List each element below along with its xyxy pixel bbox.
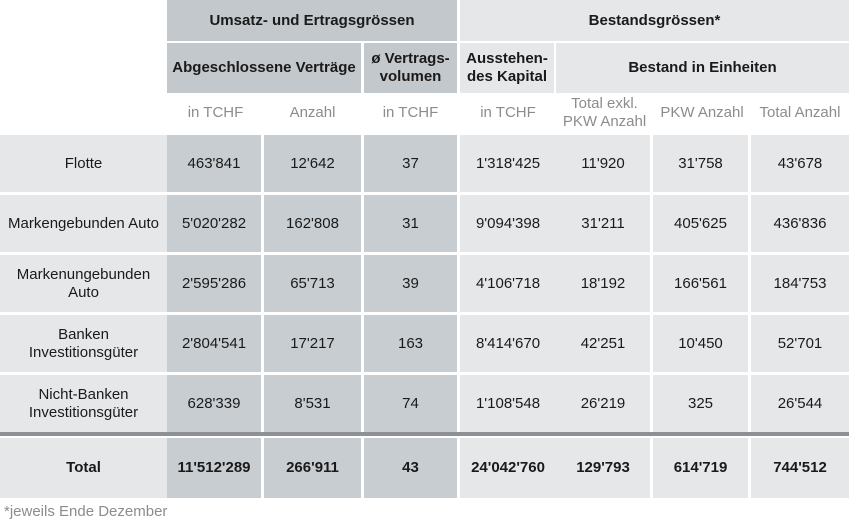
table-cell: 628'339: [167, 375, 264, 432]
row-label: Banken Investitionsgüter: [0, 315, 167, 372]
total-cell: 129'793: [556, 438, 653, 498]
table-cell: 2'804'541: [167, 315, 264, 372]
table-cell: 74: [364, 375, 457, 432]
table-cell: 37: [364, 135, 457, 192]
unit-label: in TCHF: [480, 104, 536, 121]
row-label: Nicht-Banken Investitionsgüter: [0, 375, 167, 432]
table-cell: 26'219: [556, 375, 653, 432]
table-cell: 1'318'425: [460, 135, 556, 192]
unit-label: Total Anzahl: [759, 104, 841, 121]
table-cell: 65'713: [264, 255, 361, 312]
unit-label: Total exkl. PKW Anzahl: [562, 95, 647, 130]
corner-cell-2: [0, 41, 167, 93]
total-cell: 24'042'760: [460, 438, 556, 498]
column-divider: [361, 41, 364, 133]
table-cell: 17'217: [264, 315, 361, 372]
data-table: Umsatz- und Ertragsgrössen Bestandsgröss…: [0, 0, 849, 498]
column-divider: [457, 0, 460, 133]
table-cell: 31'758: [653, 135, 751, 192]
table-cell: 18'192: [556, 255, 653, 312]
unit-label: in TCHF: [187, 104, 244, 121]
row-label: Markengebunden Auto: [0, 195, 167, 252]
footnote: *jeweils Ende Dezember: [4, 503, 168, 520]
table-cell: 31: [364, 195, 457, 252]
header-vertragsvolumen: ø Vertrags-volumen: [364, 41, 457, 93]
table-cell: 26'544: [751, 375, 849, 432]
column-gap: [361, 375, 364, 432]
unit-label: Anzahl: [289, 104, 336, 121]
table-cell: 10'450: [653, 315, 751, 372]
table-cell: 184'753: [751, 255, 849, 312]
table-cell: 166'561: [653, 255, 751, 312]
total-cell: 614'719: [653, 438, 751, 498]
column-gap: [457, 375, 460, 432]
table-cell: 463'841: [167, 135, 264, 192]
column-gap: [457, 438, 460, 498]
table-cell: 5'020'282: [167, 195, 264, 252]
table-cell: 8'414'670: [460, 315, 556, 372]
table-cell: 9'094'398: [460, 195, 556, 252]
column-gap: [361, 315, 364, 372]
table-cell: 4'106'718: [460, 255, 556, 312]
row-label: Markenungebunden Auto: [0, 255, 167, 312]
header-ausstehendes-kapital: Ausstehen-des Kapital: [460, 41, 556, 93]
table-cell: 162'808: [264, 195, 361, 252]
total-separator: [0, 432, 849, 436]
table-cell: 325: [653, 375, 751, 432]
total-cell: 11'512'289: [167, 438, 264, 498]
column-gap: [361, 195, 364, 252]
column-gap: [361, 135, 364, 192]
column-gap: [457, 255, 460, 312]
table-cell: 12'642: [264, 135, 361, 192]
total-cell: 744'512: [751, 438, 849, 498]
table-cell: 436'836: [751, 195, 849, 252]
table-cell: 405'625: [653, 195, 751, 252]
column-gap: [361, 255, 364, 312]
total-cell: 43: [364, 438, 457, 498]
table-cell: 2'595'286: [167, 255, 264, 312]
table-cell: 163: [364, 315, 457, 372]
total-cell: 266'911: [264, 438, 361, 498]
group-header-umsatz: Umsatz- und Ertragsgrössen: [167, 0, 457, 41]
table-cell: 42'251: [556, 315, 653, 372]
group-header-bestand: Bestandsgrössen*: [460, 0, 849, 41]
total-label: Total: [0, 438, 167, 498]
column-gap: [457, 195, 460, 252]
table-cell: 8'531: [264, 375, 361, 432]
table-cell: 39: [364, 255, 457, 312]
table-cell: 52'701: [751, 315, 849, 372]
header-abgeschlossene-vertraege: Abgeschlossene Verträge: [167, 41, 361, 93]
table-cell: 11'920: [556, 135, 653, 192]
column-gap: [361, 438, 364, 498]
table-cell: 43'678: [751, 135, 849, 192]
table-cell: 31'211: [556, 195, 653, 252]
unit-label: PKW Anzahl: [660, 104, 744, 121]
corner-cell: [0, 0, 167, 41]
column-gap: [457, 315, 460, 372]
header-bestand-in-einheiten: Bestand in Einheiten: [556, 41, 849, 93]
corner-cell-3: [0, 93, 167, 133]
table-cell: 1'108'548: [460, 375, 556, 432]
column-gap: [457, 135, 460, 192]
row-label: Flotte: [0, 135, 167, 192]
unit-label: in TCHF: [382, 104, 439, 121]
